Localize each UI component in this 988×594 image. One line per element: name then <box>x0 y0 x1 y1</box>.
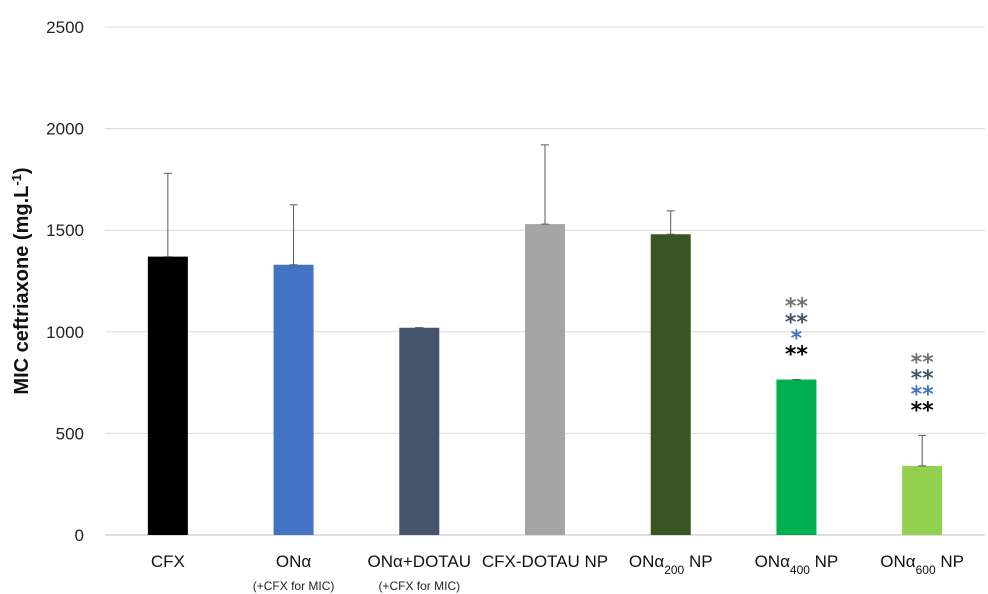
bar <box>776 379 817 535</box>
error-bar <box>541 144 549 225</box>
y-tick-label: 2000 <box>46 120 84 139</box>
y-tick-label: 2500 <box>46 18 84 37</box>
bar <box>147 256 188 535</box>
x-category-label: CFX <box>151 552 185 571</box>
x-category-label: ONα <box>276 552 312 571</box>
significance-stars: ** <box>911 398 935 423</box>
bar <box>273 264 314 535</box>
x-category-label: ONα200 NP <box>629 552 713 577</box>
y-tick-label: 500 <box>56 424 84 443</box>
error-bar <box>918 434 927 467</box>
y-axis-label-superscript: -1 <box>9 174 24 186</box>
bar <box>650 234 691 535</box>
significance-stars: ** <box>911 350 935 375</box>
significance-stars: * <box>791 327 803 352</box>
y-axis-label: MIC ceftriaxone (mg.L-1) <box>9 167 34 394</box>
y-axis-label-main: MIC ceftriaxone (mg.L <box>11 186 33 395</box>
x-category-label: ONα600 NP <box>880 552 964 577</box>
significance-stars: ** <box>785 311 809 336</box>
error-bars <box>163 144 927 467</box>
x-category-sublabel: (+CFX for MIC) <box>378 579 460 593</box>
bar <box>399 327 440 535</box>
x-category-label: ONα400 NP <box>755 552 839 577</box>
y-tick-label: 0 <box>75 526 84 545</box>
significance-stars: ** <box>911 382 935 407</box>
error-bar <box>289 204 298 266</box>
x-category-label: ONα+DOTAU <box>368 552 472 571</box>
significance-stars: ** <box>785 295 809 320</box>
significance-annotations: ******* ******** <box>785 295 934 424</box>
significance-stars: ** <box>785 343 809 368</box>
bar <box>525 224 565 535</box>
bars <box>147 224 943 535</box>
y-axis-label-close: ) <box>11 167 33 174</box>
x-category-sublabel: (+CFX for MIC) <box>253 579 335 593</box>
bar <box>902 465 943 535</box>
x-axis-category-labels: CFX ONα (+CFX for MIC) ONα+DOTAU (+CFX for M… <box>151 552 964 593</box>
error-bar <box>666 210 675 235</box>
error-bar <box>163 172 172 258</box>
y-axis-tick-labels: 0 500 1000 1500 2000 2500 <box>46 18 84 545</box>
y-tick-label: 1000 <box>46 323 84 342</box>
y-tick-label: 1500 <box>46 221 84 240</box>
x-category-label: CFX-DOTAU NP <box>482 552 608 571</box>
significance-stars: ** <box>911 366 935 391</box>
